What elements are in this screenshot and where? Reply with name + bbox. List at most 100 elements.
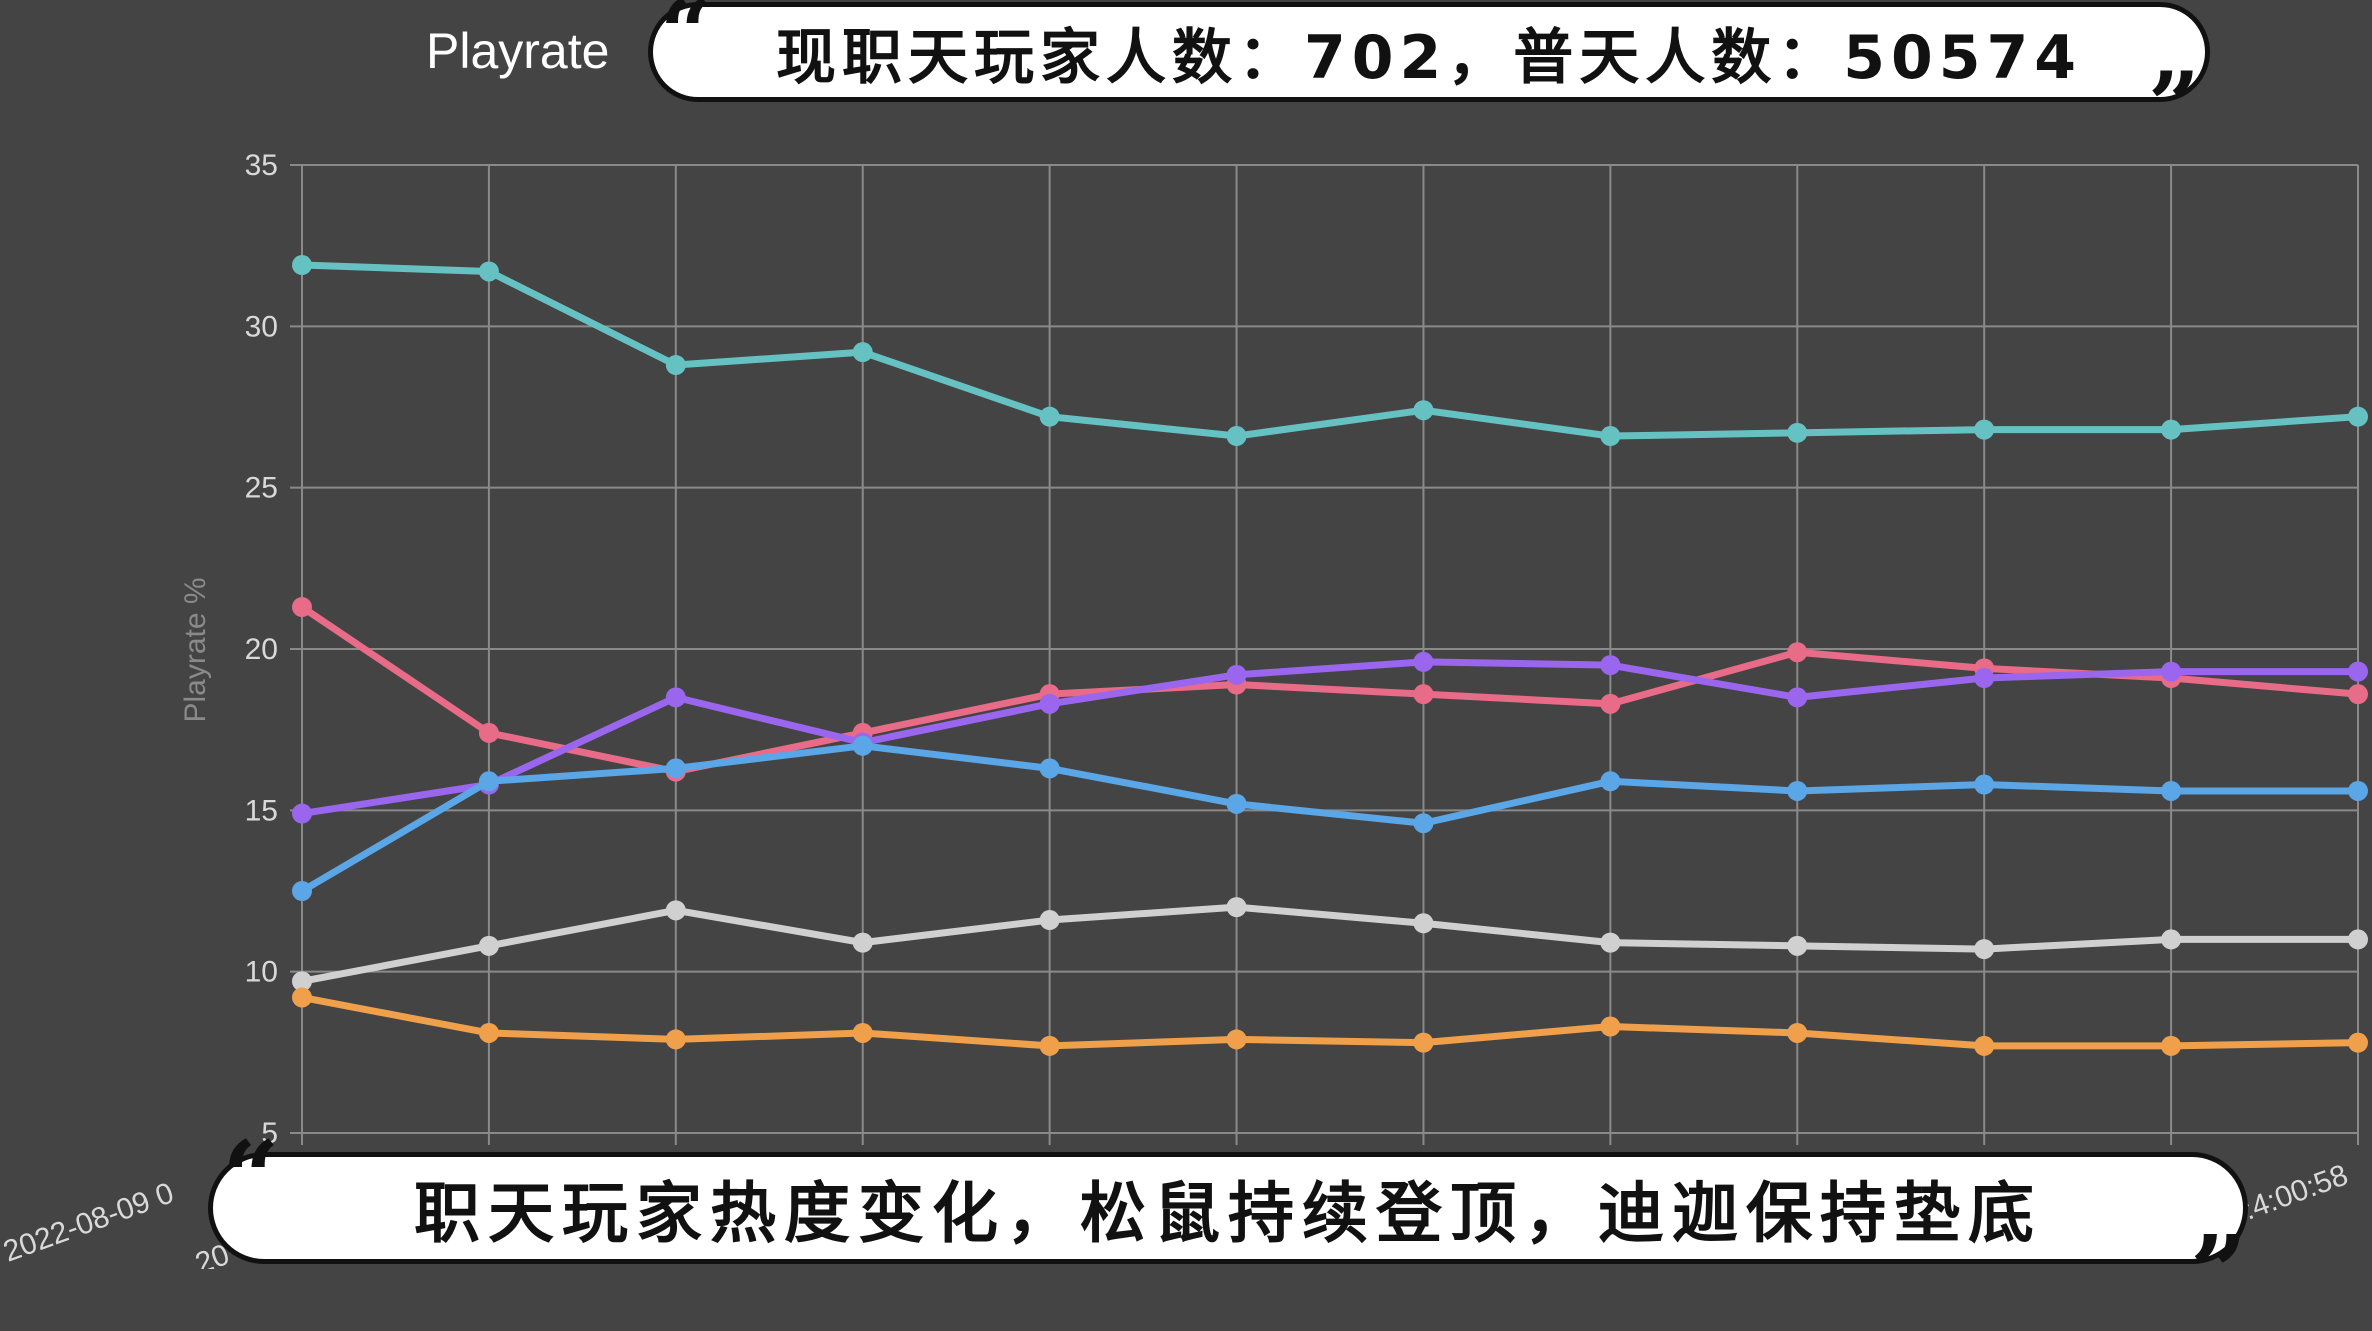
data-point — [478, 261, 499, 282]
data-point — [1974, 774, 1995, 795]
data-point — [1600, 1016, 1621, 1037]
open-quote-bottom: “ — [222, 1119, 280, 1237]
data-point — [665, 1029, 686, 1050]
series-3 — [292, 735, 2368, 901]
data-point — [665, 355, 686, 376]
data-point — [478, 935, 499, 956]
data-point — [292, 803, 312, 824]
series-line — [298, 993, 2362, 1050]
y-tick-label: 30 — [245, 310, 278, 343]
data-point — [1226, 897, 1247, 918]
data-point — [2348, 684, 2368, 705]
data-point — [852, 932, 873, 953]
data-point — [1787, 422, 1808, 443]
data-point — [2161, 929, 2182, 950]
series-line — [298, 261, 2362, 440]
data-point — [2348, 1032, 2368, 1053]
data-point — [1039, 910, 1060, 931]
data-point — [478, 771, 499, 792]
data-point — [1413, 400, 1434, 421]
bottom-caption-text: 职天玩家热度变化，松鼠持续登顶，迪迦保持垫底 — [414, 1175, 2042, 1252]
chart-title: Playrate — [426, 23, 609, 79]
y-axis-label: Playrate % — [179, 577, 212, 722]
x-tick-label: :4:00:58 — [2239, 1158, 2352, 1226]
data-point — [852, 342, 873, 363]
data-point — [665, 687, 686, 708]
series-0 — [292, 255, 2368, 447]
data-point — [1974, 419, 1995, 440]
grid — [290, 164, 2359, 1145]
data-point — [1413, 1032, 1434, 1053]
data-point — [1226, 793, 1247, 814]
top-caption-text: 现职天玩家人数：702，普天人数：50574 — [776, 22, 2082, 93]
data-point — [1226, 426, 1247, 447]
playrate-chart: Playrate 35 30 25 20 15 10 5 Playrate % 2022-0… — [0, 23, 2368, 1269]
y-axis: 35 30 25 20 15 10 5 — [245, 149, 278, 1150]
data-point — [1600, 771, 1621, 792]
bottom-caption: 职天玩家热度变化，松鼠持续登顶，迪迦保持垫底 — [208, 1152, 2248, 1264]
data-point — [1787, 935, 1808, 956]
x-tick-label: 2022-08-09 0 — [0, 1177, 178, 1269]
series-4 — [292, 897, 2368, 992]
data-point — [852, 1022, 873, 1043]
series-5 — [292, 987, 2368, 1056]
data-point — [292, 255, 312, 276]
data-point — [292, 971, 312, 992]
data-point — [292, 597, 312, 618]
data-point — [1787, 1022, 1808, 1043]
data-point — [1600, 655, 1621, 676]
data-point — [1787, 687, 1808, 708]
data-point — [1039, 758, 1060, 779]
series-1 — [292, 597, 2368, 782]
data-point — [1974, 939, 1995, 960]
y-tick-label: 15 — [245, 794, 278, 827]
data-point — [2348, 929, 2368, 950]
data-point — [292, 987, 312, 1008]
data-point — [1226, 1029, 1247, 1050]
series-line — [298, 742, 2362, 895]
data-point — [2161, 419, 2182, 440]
series-line — [298, 903, 2362, 985]
y-tick-label: 35 — [245, 149, 278, 182]
data-point — [1039, 693, 1060, 714]
open-quote-top: “ — [660, 0, 712, 86]
data-point — [665, 758, 686, 779]
data-point — [1413, 913, 1434, 934]
data-point — [1600, 932, 1621, 953]
data-point — [1413, 684, 1434, 705]
data-point — [1974, 1035, 1995, 1056]
data-point — [2161, 661, 2182, 682]
data-point — [1226, 664, 1247, 685]
top-caption: 现职天玩家人数：702，普天人数：50574 — [648, 2, 2210, 102]
series-lines — [292, 255, 2368, 1056]
y-tick-label: 5 — [261, 1117, 278, 1150]
series-line — [298, 603, 2362, 776]
data-point — [1974, 668, 1995, 689]
data-point — [2348, 406, 2368, 427]
series-2 — [292, 651, 2368, 824]
data-point — [1600, 426, 1621, 447]
data-point — [1787, 780, 1808, 801]
data-point — [2348, 780, 2368, 801]
data-point — [478, 722, 499, 743]
y-tick-label: 25 — [245, 472, 278, 505]
y-tick-label: 20 — [245, 633, 278, 666]
chart-area: Playrate 35 30 25 20 15 10 5 Playrate % 2022-0… — [0, 23, 2368, 1269]
data-point — [292, 881, 312, 901]
data-point — [2348, 661, 2368, 682]
series-line — [298, 658, 2362, 818]
data-point — [478, 1022, 499, 1043]
data-point — [1600, 693, 1621, 714]
data-point — [1039, 406, 1060, 427]
y-tick-label: 10 — [245, 956, 278, 989]
close-quote-top: ” — [2148, 52, 2200, 158]
data-point — [1413, 651, 1434, 672]
data-point — [1039, 1035, 1060, 1056]
data-point — [665, 900, 686, 921]
data-point — [1413, 813, 1434, 834]
data-point — [2161, 780, 2182, 801]
data-point — [852, 735, 873, 756]
data-point — [2161, 1035, 2182, 1056]
close-quote-bottom: ” — [2190, 1213, 2248, 1331]
data-point — [1787, 642, 1808, 663]
